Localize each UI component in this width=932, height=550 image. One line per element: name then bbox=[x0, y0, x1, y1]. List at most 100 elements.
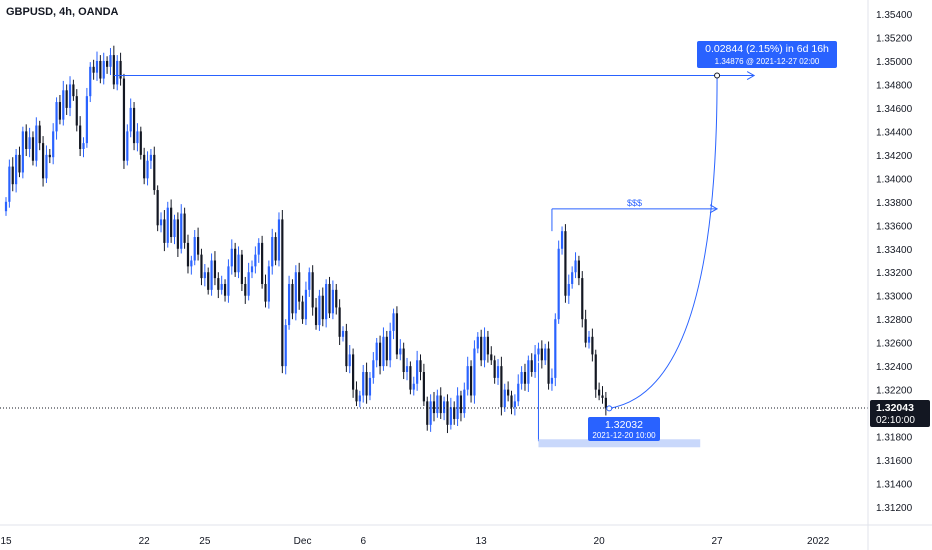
low-point-marker bbox=[606, 405, 613, 412]
candle bbox=[68, 76, 72, 117]
candle-body bbox=[483, 336, 486, 361]
candle bbox=[247, 262, 250, 301]
candle bbox=[55, 97, 58, 140]
candle bbox=[486, 330, 490, 363]
candle bbox=[550, 368, 554, 391]
candle-body bbox=[291, 283, 294, 314]
candle bbox=[52, 123, 55, 165]
candle bbox=[507, 381, 510, 402]
y-tick-label: 1.33600 bbox=[876, 221, 913, 232]
candle-body bbox=[345, 330, 348, 367]
candle bbox=[119, 52, 122, 86]
candle-body bbox=[193, 237, 196, 261]
candle-body bbox=[537, 348, 540, 355]
candle-body bbox=[490, 354, 493, 361]
candle-body bbox=[591, 336, 594, 355]
candle bbox=[149, 148, 153, 169]
current-price-countdown: 02:10:00 bbox=[876, 415, 915, 426]
candle-body bbox=[190, 260, 193, 267]
candle-body bbox=[527, 360, 530, 384]
candle-body bbox=[45, 154, 48, 179]
candle bbox=[193, 229, 196, 266]
candle-body bbox=[341, 330, 345, 337]
candle bbox=[517, 374, 520, 407]
candle bbox=[503, 383, 506, 412]
candle-body bbox=[237, 254, 240, 273]
candle bbox=[429, 394, 432, 432]
candle-body bbox=[217, 278, 220, 290]
candle bbox=[392, 308, 395, 340]
candle-body bbox=[294, 272, 297, 314]
candle bbox=[126, 124, 129, 166]
candle-body bbox=[227, 266, 230, 296]
x-tick-label: 13 bbox=[476, 536, 488, 547]
candle-body bbox=[311, 272, 314, 308]
y-tick-label: 1.31800 bbox=[876, 433, 913, 444]
candle bbox=[122, 73, 126, 169]
candle bbox=[72, 79, 75, 101]
candle bbox=[419, 354, 422, 381]
candle-body bbox=[466, 366, 469, 390]
candle bbox=[554, 313, 557, 387]
candle bbox=[496, 359, 500, 385]
candle-body bbox=[132, 107, 136, 144]
candle-body bbox=[180, 213, 183, 249]
candle-body bbox=[395, 313, 399, 355]
candle-body bbox=[385, 336, 388, 361]
candle bbox=[395, 306, 399, 360]
candle-body bbox=[176, 219, 179, 249]
candle bbox=[463, 382, 466, 418]
candle-body bbox=[234, 248, 237, 273]
candle bbox=[378, 335, 382, 375]
x-tick-label: 2022 bbox=[807, 536, 830, 547]
y-tick-label: 1.34600 bbox=[876, 104, 913, 115]
candle-body bbox=[4, 201, 8, 212]
candle-body bbox=[456, 395, 459, 419]
candle-body bbox=[21, 131, 24, 173]
symbol-title: GBPUSD, 4h, OANDA bbox=[6, 6, 119, 18]
candle-body bbox=[166, 207, 169, 243]
candle-body bbox=[65, 90, 68, 108]
y-axis: 1.35400 1.35200 1.35000 1.34800 1.34600 1.344… bbox=[867, 0, 930, 550]
candle bbox=[153, 146, 156, 195]
candle bbox=[230, 239, 233, 275]
candle-body bbox=[571, 272, 574, 284]
candle bbox=[399, 339, 402, 361]
candle-body bbox=[109, 55, 112, 67]
y-tick-label: 1.31400 bbox=[876, 480, 913, 491]
candle bbox=[240, 249, 243, 292]
candle bbox=[186, 234, 190, 274]
candle bbox=[257, 238, 260, 263]
candle-body bbox=[436, 395, 439, 414]
candle-body bbox=[443, 401, 446, 414]
candle bbox=[95, 51, 99, 81]
y-tick-label: 1.35400 bbox=[876, 10, 913, 21]
candle-body bbox=[581, 278, 584, 320]
candle bbox=[345, 323, 348, 373]
candle-body bbox=[564, 231, 567, 296]
candle bbox=[469, 360, 473, 403]
candle-body bbox=[68, 84, 72, 108]
candle-body bbox=[304, 289, 308, 320]
y-tick-label: 1.33200 bbox=[876, 268, 913, 279]
candle-body bbox=[11, 166, 14, 185]
candle bbox=[382, 327, 385, 371]
candle-body bbox=[203, 272, 206, 279]
candle-body bbox=[338, 307, 341, 337]
candle bbox=[82, 137, 85, 158]
x-tick-label: 22 bbox=[139, 536, 151, 547]
candle-body bbox=[112, 55, 115, 85]
candle-body bbox=[52, 131, 55, 158]
y-tick-label: 1.35000 bbox=[876, 57, 913, 68]
candle bbox=[540, 340, 543, 369]
mid-label: $$$ bbox=[627, 198, 642, 208]
candle bbox=[564, 224, 567, 303]
candle bbox=[456, 387, 459, 427]
candle bbox=[132, 102, 136, 151]
candle bbox=[311, 265, 314, 316]
candle-body bbox=[99, 60, 102, 79]
candle-body bbox=[31, 137, 35, 161]
candle-body bbox=[8, 166, 11, 202]
